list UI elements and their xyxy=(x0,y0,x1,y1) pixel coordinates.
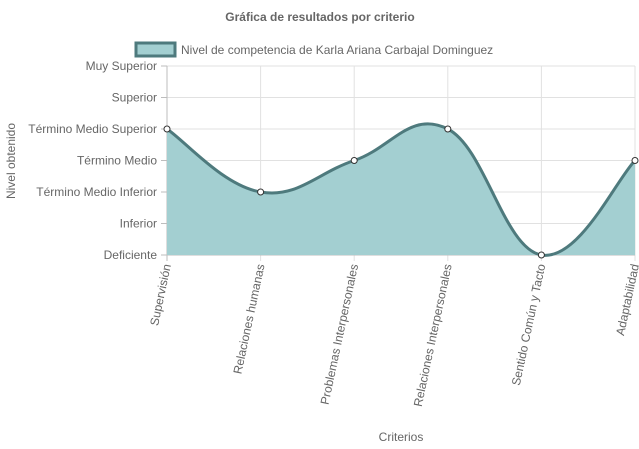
y-tick-label: Término Medio Inferior xyxy=(36,185,157,199)
y-tick-label: Muy Superior xyxy=(86,59,157,73)
data-point[interactable] xyxy=(537,251,545,259)
data-point[interactable] xyxy=(257,188,265,196)
x-axis-ticks: Supervisión Relaciones humanas Problemas I… xyxy=(147,262,639,407)
y-axis-title: Nivel obtenido xyxy=(4,123,18,199)
legend-swatch[interactable] xyxy=(134,41,177,58)
x-axis-title: Criterios xyxy=(379,430,424,444)
data-point[interactable] xyxy=(444,125,452,133)
x-tick-label: Problemas Interpersonales xyxy=(318,263,362,406)
chart-title: Gráfica de resultados por criterio xyxy=(225,10,414,24)
x-tick-label: Supervisión xyxy=(147,263,174,327)
y-tick-label: Deficiente xyxy=(104,248,158,262)
data-point[interactable] xyxy=(163,125,171,133)
y-tick-label: Término Medio xyxy=(77,154,157,168)
x-tick-label: Relaciones humanas xyxy=(231,263,268,376)
data-point[interactable] xyxy=(631,157,639,164)
legend-label[interactable]: Nivel de competencia de Karla Ariana Car… xyxy=(181,43,493,57)
y-axis-ticks: Deficiente Inferior Término Medio Inferior… xyxy=(28,59,157,262)
y-tick-label: Inferior xyxy=(120,217,157,231)
data-point[interactable] xyxy=(350,157,358,164)
x-tick-label: Adaptabilidad xyxy=(613,263,639,337)
x-tick-label: Sentido Común y Tacto xyxy=(509,262,549,386)
x-tick-label: Relaciones Interpersonales xyxy=(411,263,455,408)
y-tick-label: Término Medio Superior xyxy=(28,122,157,136)
series-layer xyxy=(166,122,637,257)
points-layer xyxy=(163,125,639,259)
y-tick-label: Superior xyxy=(112,91,157,105)
series-area xyxy=(167,123,635,256)
